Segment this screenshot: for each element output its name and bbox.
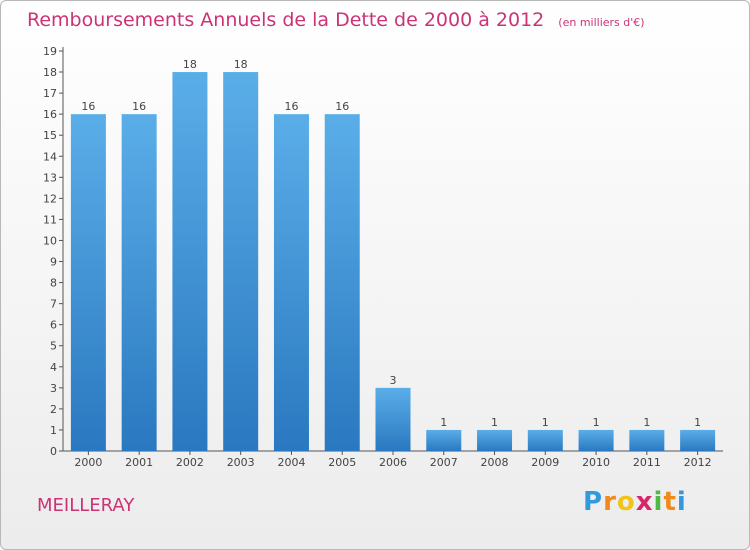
- y-tick-label: 1: [50, 424, 57, 437]
- y-tick-label: 12: [43, 192, 57, 205]
- bar-value-label: 1: [542, 416, 549, 429]
- bar: [375, 387, 411, 451]
- y-tick-label: 7: [50, 298, 57, 311]
- logo-letter: t: [663, 487, 677, 517]
- x-tick-label: 2000: [74, 456, 102, 469]
- x-tick-label: 2009: [531, 456, 559, 469]
- y-tick-label: 2: [50, 403, 57, 416]
- bar-value-label: 16: [132, 100, 146, 113]
- logo-letter: i: [653, 487, 664, 517]
- bar-value-label: 1: [593, 416, 600, 429]
- y-tick-label: 11: [43, 213, 57, 226]
- x-tick-label: 2003: [227, 456, 255, 469]
- x-tick-label: 2011: [633, 456, 661, 469]
- proxiti-logo: Proxiti: [583, 487, 687, 517]
- y-tick-label: 19: [43, 45, 57, 58]
- logo-letter: o: [616, 487, 636, 517]
- y-tick-label: 8: [50, 277, 57, 290]
- y-tick-label: 5: [50, 340, 57, 353]
- bar: [223, 72, 259, 451]
- bar-value-label: 1: [694, 416, 701, 429]
- x-tick-label: 2001: [125, 456, 153, 469]
- y-tick-label: 14: [43, 150, 57, 163]
- chart-title-block: Remboursements Annuels de la Dette de 20…: [27, 9, 645, 31]
- x-tick-label: 2004: [277, 456, 305, 469]
- x-tick-label: 2008: [481, 456, 509, 469]
- y-tick-label: 9: [50, 256, 57, 269]
- chart-subtitle: (en milliers d'€): [558, 16, 645, 29]
- x-tick-label: 2002: [176, 456, 204, 469]
- bar-value-label: 18: [183, 58, 197, 71]
- bar: [121, 114, 157, 451]
- y-tick-label: 17: [43, 87, 57, 100]
- bar: [426, 429, 462, 451]
- logo-letter: P: [583, 487, 604, 517]
- x-tick-label: 2005: [328, 456, 356, 469]
- bar-value-label: 16: [284, 100, 298, 113]
- y-tick-label: 3: [50, 382, 57, 395]
- bar-value-label: 1: [491, 416, 498, 429]
- bar-value-label: 16: [81, 100, 95, 113]
- bar-value-label: 1: [643, 416, 650, 429]
- bar: [273, 114, 309, 451]
- bar-value-label: 1: [440, 416, 447, 429]
- y-tick-label: 0: [50, 445, 57, 458]
- bar-value-label: 16: [335, 100, 349, 113]
- chart-title: Remboursements Annuels de la Dette de 20…: [27, 9, 545, 31]
- bar: [578, 429, 614, 451]
- y-tick-label: 16: [43, 108, 57, 121]
- y-tick-label: 13: [43, 171, 57, 184]
- logo-letter: r: [603, 487, 617, 517]
- x-tick-label: 2007: [430, 456, 458, 469]
- bar: [629, 429, 665, 451]
- bar: [477, 429, 513, 451]
- y-tick-label: 6: [50, 319, 57, 332]
- x-tick-label: 2012: [684, 456, 712, 469]
- y-tick-label: 18: [43, 66, 57, 79]
- bar-value-label: 3: [390, 374, 397, 387]
- logo-letter: x: [635, 487, 654, 517]
- x-tick-label: 2010: [582, 456, 610, 469]
- y-tick-label: 15: [43, 129, 57, 142]
- bar: [680, 429, 716, 451]
- y-tick-label: 4: [50, 361, 57, 374]
- bar: [172, 72, 208, 451]
- x-tick-label: 2006: [379, 456, 407, 469]
- y-tick-label: 10: [43, 234, 57, 247]
- place-name: MEILLERAY: [37, 495, 135, 516]
- bar: [324, 114, 360, 451]
- bar-value-label: 18: [234, 58, 248, 71]
- logo-letter: i: [676, 487, 687, 517]
- bar: [527, 429, 563, 451]
- bar: [70, 114, 106, 451]
